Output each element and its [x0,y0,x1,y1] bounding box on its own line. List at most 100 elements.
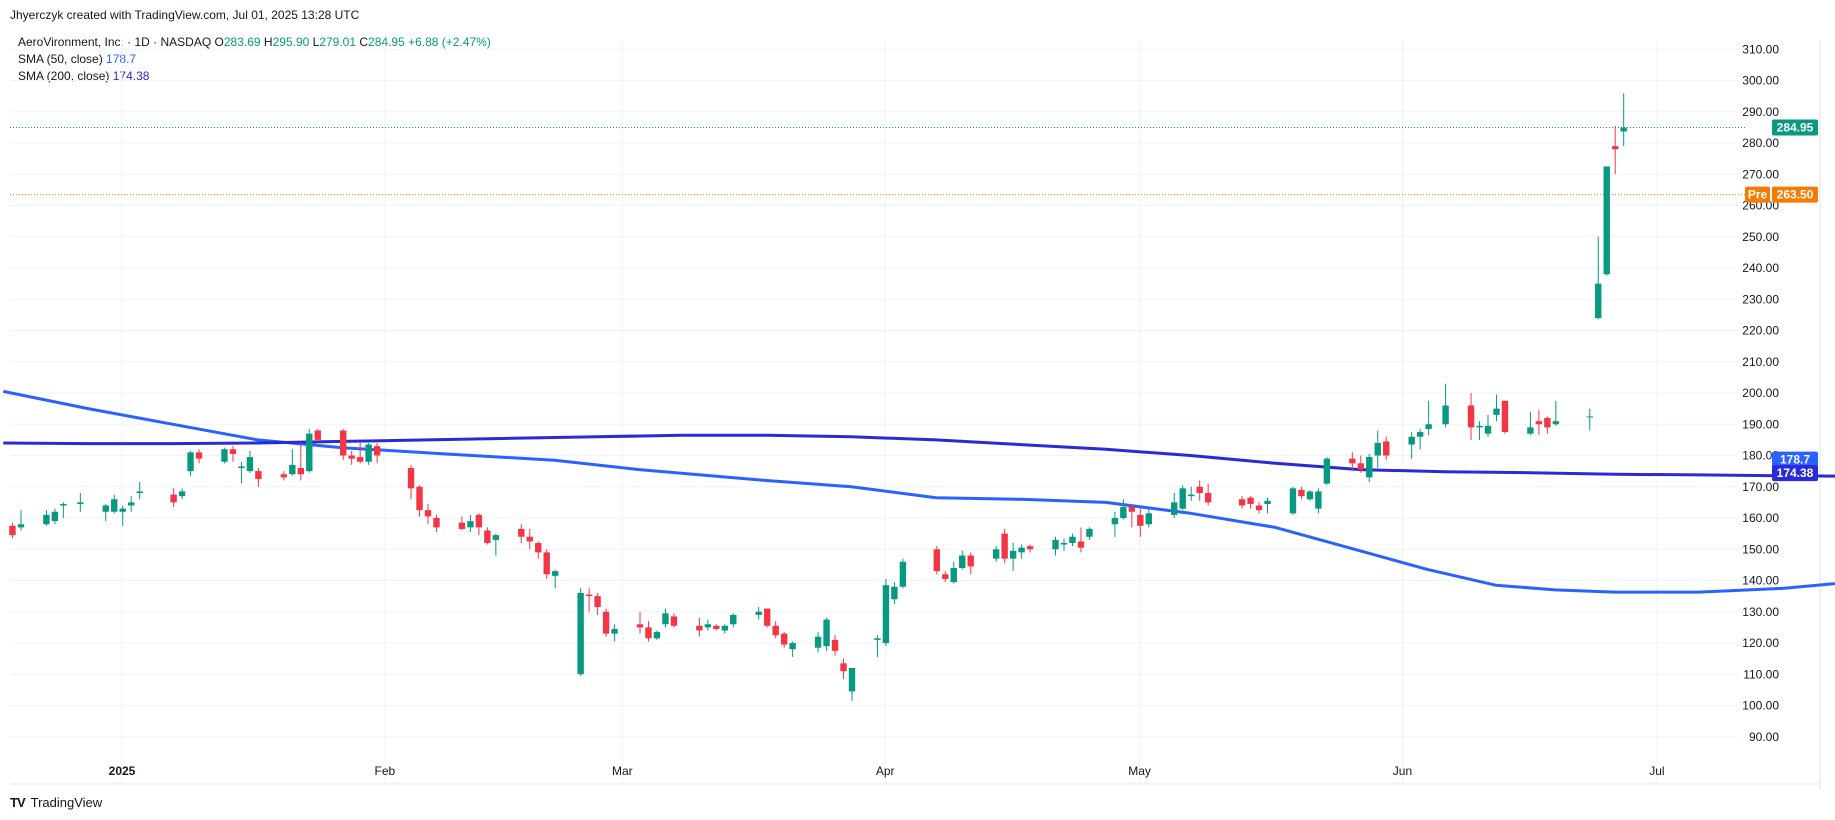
candle-body [458,522,466,529]
price-tick-label: 280.00 [1742,136,1779,150]
candle [119,505,126,526]
candle-body [416,486,423,511]
price-tick-label: 160.00 [1742,511,1779,525]
candle-body [636,624,644,628]
candle-body [959,555,966,568]
price-tick-label: 190.00 [1742,417,1779,431]
candle [1188,486,1195,501]
candle-body [1315,491,1322,509]
candle-body [577,593,584,675]
price-tick-label: 200.00 [1742,386,1779,400]
candle-body [992,549,1000,559]
candles [9,93,1627,701]
candle [1120,499,1127,520]
sma50-legend-row[interactable]: SMA (50, close) 178.7 [18,51,491,68]
candle-body [1552,421,1560,425]
candle-body [1018,547,1025,553]
candle-body [1416,432,1424,437]
price-axis[interactable]: 90.00 100.00 110.00 120.00 130.00 140.00 150.0… [1742,42,1779,744]
ohlc-row[interactable]: AeroVironment, Inc. · 1D · NASDAQ O283.6… [18,34,491,51]
candle [891,582,898,604]
price-tick-label: 180.00 [1742,449,1779,463]
candle [77,493,84,512]
premarket-badge-bg [1772,186,1818,203]
candle-body [1620,127,1627,132]
candle [645,621,652,642]
candle [662,608,669,628]
last-price-badge-bg [1772,119,1818,136]
candle [823,618,830,651]
candle-body [874,638,881,640]
candle [348,450,355,465]
candle-body [373,446,381,456]
candle-body [111,499,118,512]
candle-body [60,503,67,506]
candle-body [730,614,737,625]
price-tick-label: 120.00 [1742,636,1779,650]
candle [602,608,610,637]
candle-body [348,455,355,459]
candle-body [246,457,254,472]
candle [670,613,678,628]
candle [1179,485,1186,511]
premarket-badge: 263.50 Pre [1745,186,1818,203]
time-axis[interactable]: 2025 Feb Mar Apr May Jun Jul [109,764,1665,778]
candle [356,443,364,464]
candle [713,624,720,631]
change-value: +6.88 (+2.47%) [408,35,491,49]
candle-body [1425,424,1432,429]
candle [755,607,762,620]
candle-body [942,574,949,579]
sma50-badge: 178.7 [1772,451,1818,468]
candle [111,494,118,514]
candle [1001,528,1008,564]
candle-body [755,611,762,615]
candle [1349,452,1356,472]
candle-body [484,530,491,543]
candle [128,496,135,512]
sma200-badge-text: 174.38 [1777,466,1814,480]
candle-body [518,528,525,537]
candle-body [255,471,262,479]
candle-body [43,514,50,525]
candle-body [1501,400,1509,433]
candle [1306,489,1314,501]
candle [60,502,67,518]
candle-body [1383,441,1390,456]
candle [1612,125,1619,175]
tradingview-branding[interactable]: TV TradingView [10,795,102,810]
candle [458,516,466,531]
candle-body [814,636,822,648]
candle-body [314,430,321,440]
sma200-badge-bg [1772,465,1818,482]
candle-body [933,549,940,572]
candle [535,541,542,559]
candle [899,558,907,589]
candle [424,503,432,525]
candle [789,641,796,658]
candle-body [764,608,771,626]
candle [518,524,525,543]
candle [373,443,381,464]
candle-body [1247,497,1254,504]
candle-body [1137,514,1144,526]
sma50-legend-value: 178.7 [106,52,137,66]
candle-body [1128,507,1136,512]
moving-averages [3,389,1835,594]
open-label: O [214,35,224,49]
candle-body [840,663,847,672]
candle-body [102,505,109,512]
candle [1111,511,1119,537]
candle [136,482,143,500]
candle-body [51,511,59,522]
candle [340,428,347,461]
candle-body [891,586,898,600]
candle-body [1001,533,1008,559]
candle [594,593,601,615]
sma200-legend-label: SMA (200, close) [18,69,110,83]
candle-body [17,524,25,528]
candle [526,528,533,550]
candle-body [424,510,432,517]
tradingview-logo-icon: TV [10,795,26,810]
